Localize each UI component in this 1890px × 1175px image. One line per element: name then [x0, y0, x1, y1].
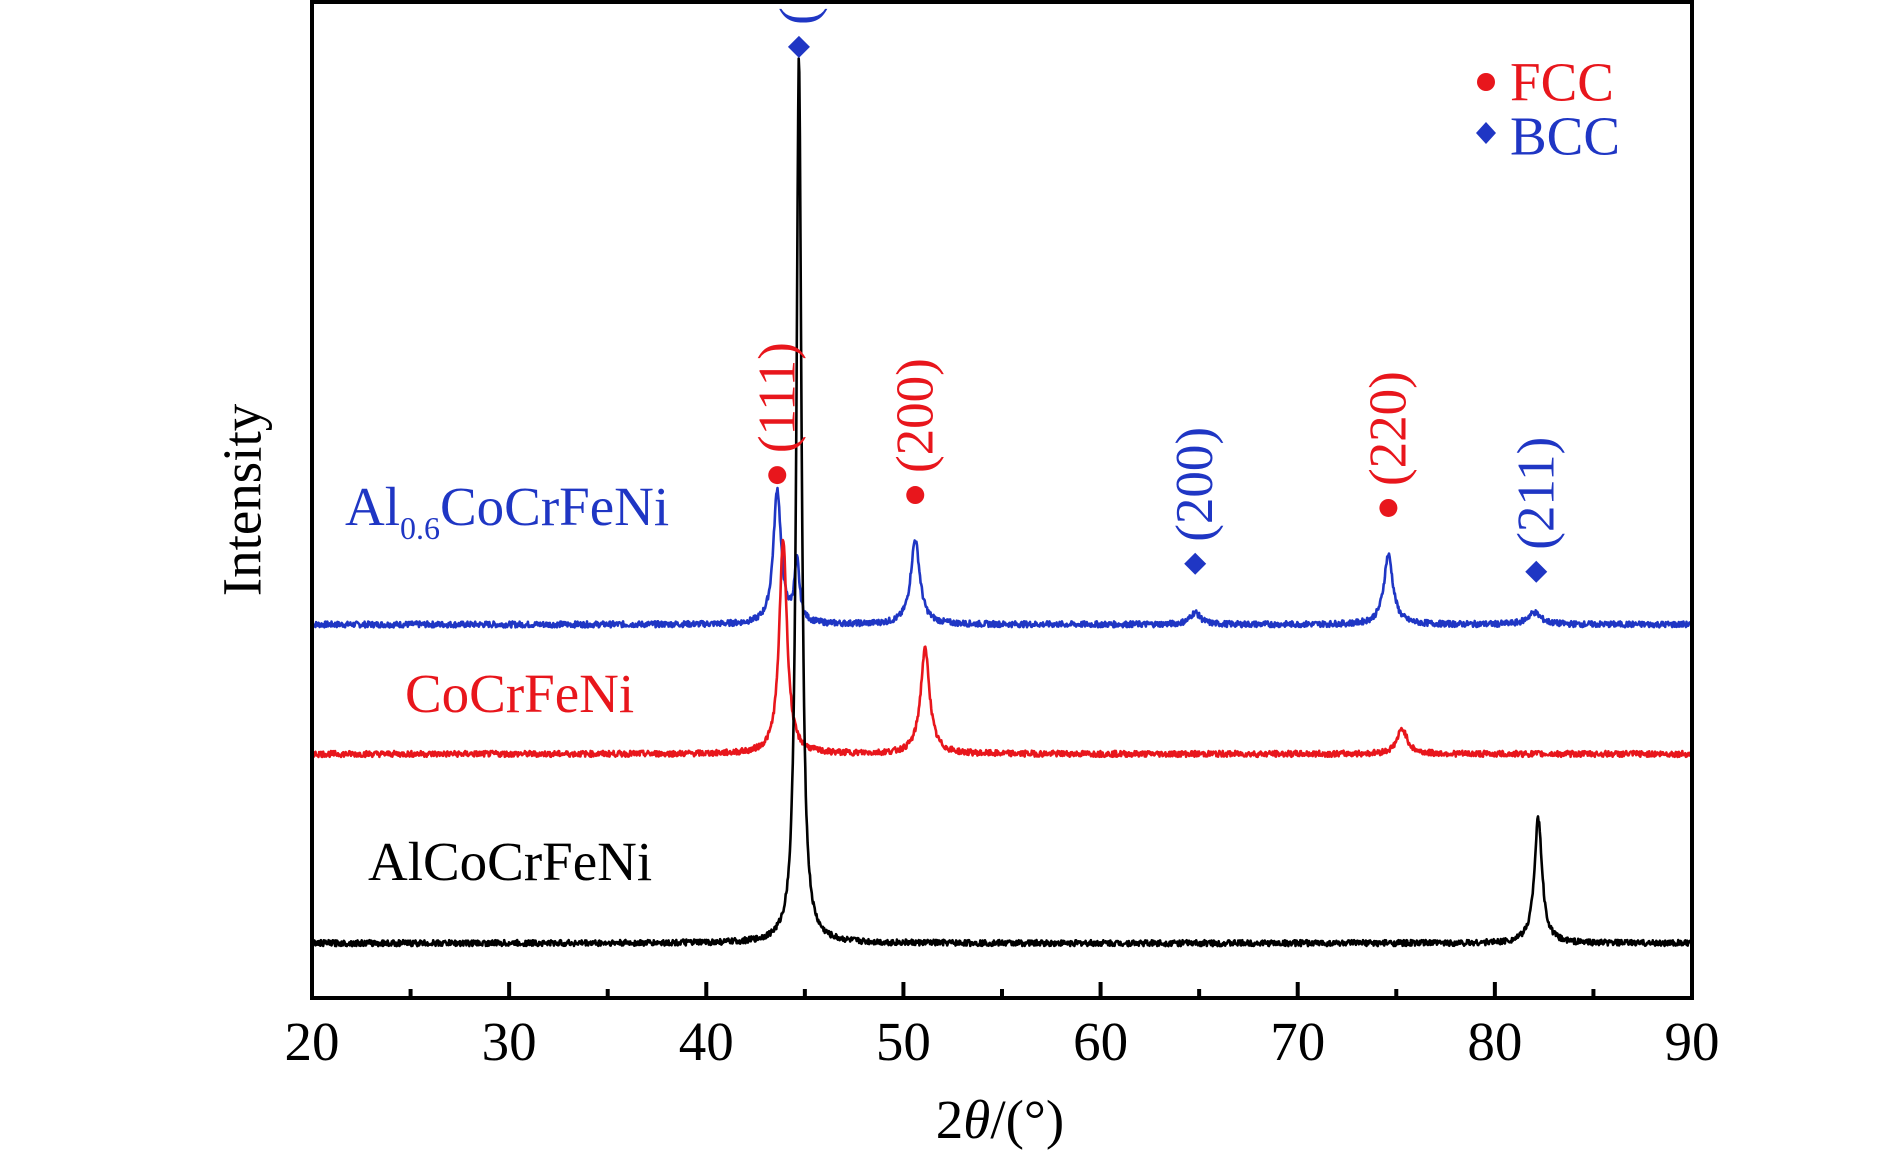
series-label-al06-main: Al: [345, 476, 400, 537]
xrd-traces: [310, 57, 1694, 948]
bcc-peak-marker: [1525, 560, 1548, 583]
series-label-cocrfeni: CoCrFeNi: [405, 663, 634, 724]
peak-markers: [768, 35, 1548, 583]
series-label-al06-subscript: 0.6: [400, 510, 440, 546]
peak-label: (200): [886, 358, 944, 473]
x-tick-label: 70: [1270, 1011, 1325, 1072]
peak-label: (211): [1507, 437, 1565, 550]
peak-label: (220): [1359, 371, 1417, 486]
bcc-peak-marker: [1184, 552, 1207, 575]
y-axis-title: Intensity: [212, 403, 273, 596]
series-line-cocrfeni: [311, 538, 1694, 759]
peak-label: (200): [1166, 427, 1224, 542]
x-axis-ticks: [310, 982, 1694, 998]
legend: FCC BCC: [1476, 52, 1620, 167]
peak-label: (111): [748, 342, 806, 453]
x-axis-title-suffix: /(°): [990, 1089, 1064, 1150]
series-label-al06: Al0.6CoCrFeNi: [345, 476, 669, 546]
x-tick-label: 30: [482, 1011, 537, 1072]
x-tick-label: 80: [1467, 1011, 1522, 1072]
legend-fcc-label: FCC: [1510, 52, 1614, 113]
x-axis-tick-labels: 20 30 40 50 60 70 80 90: [285, 1011, 1720, 1072]
series-line-alcocrfeni: [310, 57, 1694, 948]
x-axis-title-symbol: θ: [963, 1089, 990, 1150]
fcc-peak-marker: [906, 486, 925, 505]
x-tick-label: 20: [285, 1011, 340, 1072]
series-line-al06cocrfeni: [311, 486, 1694, 629]
peak-labels: (111) (110) (200) (200) (220) (211): [748, 0, 1565, 550]
x-tick-label: 40: [679, 1011, 734, 1072]
x-axis-title-prefix: 2: [936, 1089, 964, 1150]
legend-bcc-marker: [1476, 122, 1496, 144]
x-tick-label: 50: [876, 1011, 931, 1072]
series-label-al06-rest: CoCrFeNi: [440, 476, 669, 537]
series-label-alcocrfeni: AlCoCrFeNi: [368, 831, 652, 892]
fcc-peak-marker: [768, 466, 787, 485]
x-tick-label: 90: [1665, 1011, 1720, 1072]
fcc-peak-marker: [1379, 498, 1398, 517]
x-tick-label: 60: [1073, 1011, 1128, 1072]
x-axis-title: 2θ/(°): [936, 1089, 1064, 1150]
legend-fcc-marker: [1477, 73, 1495, 91]
peak-label: (110): [770, 0, 828, 25]
legend-bcc-label: BCC: [1510, 106, 1620, 167]
bcc-peak-marker: [787, 35, 810, 58]
